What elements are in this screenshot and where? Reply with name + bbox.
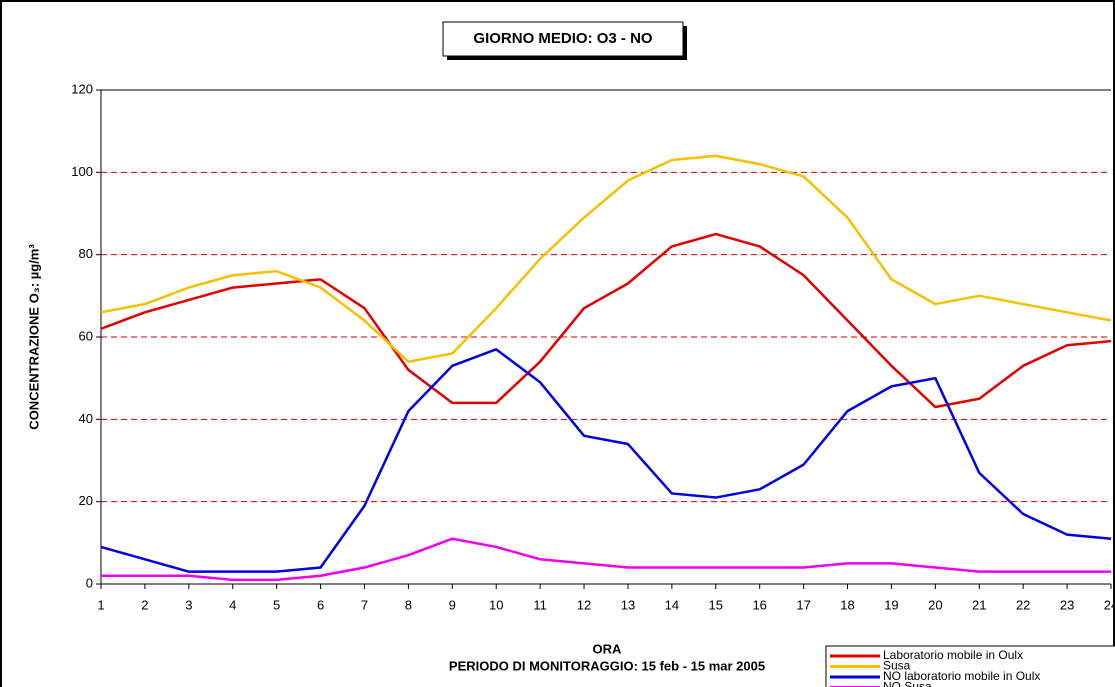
legend-label: Susa — [883, 659, 911, 673]
y-tick-label: 100 — [71, 164, 93, 179]
x-tick-label: 20 — [928, 597, 942, 612]
data-line — [101, 537, 1111, 582]
y-tick-label: 40 — [79, 411, 93, 426]
legend-label: NO Susa — [883, 680, 932, 687]
x-tick-label: 9 — [449, 597, 456, 612]
y-tick-label: 0 — [86, 575, 93, 590]
y-axis-label: CONCENTRAZIONE O₃: µg/m³ — [26, 244, 41, 430]
chart-title: GIORNO MEDIO: O3 - NO — [473, 30, 653, 47]
x-axis-label: ORA — [593, 641, 623, 656]
x-tick-label: 24 — [1104, 597, 1115, 612]
x-tick-label: 10 — [489, 597, 503, 612]
data-line — [100, 232, 1112, 409]
title-box — [442, 21, 684, 57]
x-tick-label: 2 — [141, 597, 148, 612]
x-tick-label: 18 — [840, 597, 854, 612]
x-tick-label: 8 — [405, 597, 412, 612]
x-tick-label: 19 — [884, 597, 898, 612]
x-tick-label: 21 — [972, 597, 986, 612]
x-tick-label: 5 — [273, 597, 280, 612]
x-tick-label: 1 — [97, 597, 104, 612]
legend-label: Laboratorio mobile in Oulx — [883, 648, 1023, 662]
x-tick-label: 11 — [533, 597, 547, 612]
x-tick-label: 12 — [577, 597, 591, 612]
x-tick-label: 13 — [621, 597, 635, 612]
x-tick-label: 14 — [665, 597, 679, 612]
x-tick-label: 6 — [317, 597, 324, 612]
x-tick-label: 15 — [709, 597, 723, 612]
x-tick-label: 22 — [1016, 597, 1030, 612]
x-tick-label: 7 — [361, 597, 368, 612]
x-tick-label: 4 — [229, 597, 236, 612]
data-line — [100, 348, 1112, 573]
x-tick-label: 3 — [185, 597, 192, 612]
legend-label: NO laboratorio mobile in Oulx — [883, 669, 1040, 683]
y-tick-label: 60 — [79, 328, 93, 343]
x-tick-label: 16 — [752, 597, 766, 612]
y-tick-label: 20 — [79, 493, 93, 508]
x-tick-label: 17 — [796, 597, 810, 612]
x-tick-label: 23 — [1060, 597, 1074, 612]
data-line — [100, 154, 1112, 363]
y-tick-label: 120 — [71, 81, 93, 96]
subtitle: PERIODO DI MONITORAGGIO: 15 feb - 15 mar… — [449, 658, 765, 673]
y-tick-label: 80 — [79, 246, 93, 261]
